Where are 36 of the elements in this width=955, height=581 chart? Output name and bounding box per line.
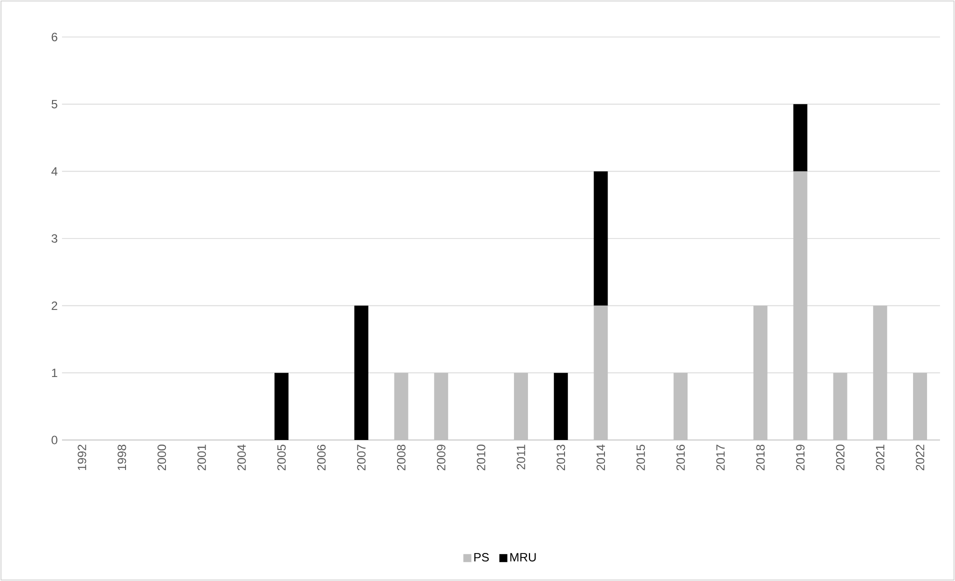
y-tick-label: 1	[52, 368, 58, 377]
x-tick-label: 2013	[556, 444, 566, 470]
x-tick-label: 2021	[876, 444, 884, 470]
x-tick-label: 2016	[676, 444, 685, 470]
x-tick-label: 2022	[916, 444, 924, 470]
x-tick-label: 2019	[796, 444, 805, 470]
y-tick-label: 5	[52, 100, 58, 108]
bar	[354, 306, 368, 440]
x-tick-label: 2020	[836, 444, 844, 470]
x-tick-label: 1998	[118, 444, 126, 470]
x-tick-label: 1992	[78, 444, 86, 470]
x-tick-label: 2005	[277, 444, 286, 470]
x-tick-label: 2001	[197, 444, 206, 470]
x-tick-label: 2014	[596, 444, 606, 470]
x-tick-label: 2006	[317, 444, 326, 470]
x-tick-label: 2000	[158, 444, 166, 470]
x-tick-label: 2011	[516, 444, 526, 470]
x-tick-label: 2015	[636, 444, 645, 470]
legend-label: MRU	[510, 553, 536, 562]
y-tick-label: 3	[52, 234, 58, 243]
y-tick-label: 2	[52, 301, 58, 310]
y-tick-label: 0	[52, 436, 58, 444]
bar	[554, 372, 568, 440]
y-tick-label: 6	[52, 32, 58, 42]
x-tick-label: 2017	[716, 444, 725, 470]
x-tick-label: 2004	[237, 444, 246, 470]
x-tick-label: 2010	[476, 444, 486, 470]
bar	[793, 104, 808, 172]
bar	[274, 372, 289, 440]
x-tick-label: 2018	[756, 444, 765, 470]
legend-label: PS	[474, 553, 489, 562]
bar	[594, 171, 608, 306]
x-tick-label: 2009	[436, 444, 446, 470]
x-tick-label: 2007	[357, 444, 366, 470]
y-tick-label: 4	[51, 167, 58, 176]
x-tick-label: 2008	[396, 444, 406, 470]
